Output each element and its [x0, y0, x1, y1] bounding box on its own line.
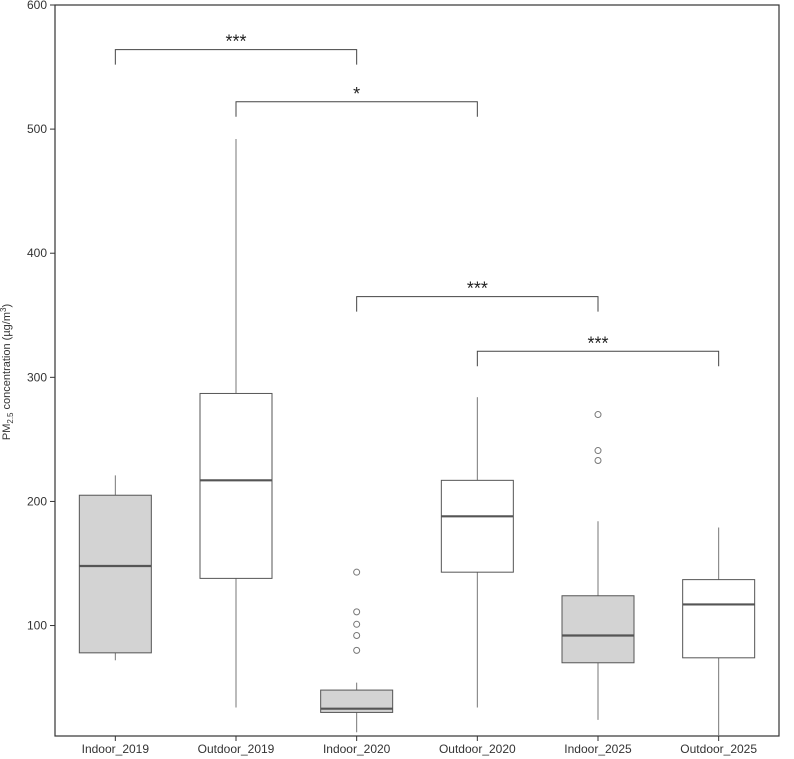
- iqr-box-Outdoor_2019: [199, 392, 273, 579]
- box-Outdoor_2025: [682, 527, 756, 736]
- sig-bracket-1: *: [235, 84, 478, 117]
- y-tick-label-100: 100: [27, 619, 47, 633]
- sig-bracket-line-1: [235, 101, 478, 117]
- iqr-box-Outdoor_2020: [440, 479, 514, 573]
- outlier-Indoor_2025-2: [594, 411, 602, 419]
- outlier-Indoor_2020-3: [353, 608, 361, 616]
- x-axis: Indoor_2019 Outdoor_2019 Indoor_2020 Outdoo…: [82, 736, 757, 756]
- box-Indoor_2019: [78, 475, 152, 661]
- sig-bracket-line-2: [356, 296, 599, 312]
- x-tick-label-Outdoor_2025: Outdoor_2025: [680, 742, 757, 756]
- outlier-Indoor_2025-0: [594, 456, 602, 464]
- ylabel-pm: PM: [1, 424, 13, 441]
- sig-label-1: *: [353, 84, 360, 104]
- x-tick-label-Indoor_2025: Indoor_2025: [564, 742, 632, 756]
- x-tick-label-Indoor_2019: Indoor_2019: [82, 742, 150, 756]
- outlier-Indoor_2020-4: [353, 568, 361, 576]
- y-tick-label-400: 400: [27, 246, 47, 260]
- ylabel-mid: concentration (µg/m: [1, 312, 13, 413]
- box-Outdoor_2020: [440, 397, 514, 708]
- sig-bracket-0: ***: [114, 32, 358, 65]
- x-tick-label-Indoor_2020: Indoor_2020: [323, 742, 391, 756]
- y-tick-label-500: 500: [27, 122, 47, 136]
- ylabel-sub: 2.5: [6, 412, 15, 424]
- iqr-box-Indoor_2019: [78, 494, 152, 654]
- sig-bracket-2: ***: [356, 279, 599, 312]
- sig-bracket-3: ***: [476, 333, 720, 367]
- outlier-Indoor_2020-1: [353, 631, 361, 639]
- ylabel-end: ): [1, 304, 13, 308]
- outlier-Indoor_2025-1: [594, 447, 602, 455]
- ylabel-sup: 3: [0, 307, 8, 312]
- y-tick-label-600: 600: [27, 0, 47, 12]
- y-tick-label-200: 200: [27, 494, 47, 508]
- sig-bracket-line-3: [476, 350, 720, 367]
- plot-frame: [54, 4, 780, 737]
- box-Indoor_2025: [561, 411, 635, 720]
- y-axis: 100 200 300 400 500 600: [27, 0, 55, 633]
- x-tick-label-Outdoor_2020: Outdoor_2020: [439, 742, 516, 756]
- significance-brackets: **********: [114, 32, 720, 367]
- sig-label-2: ***: [467, 279, 488, 299]
- outlier-Indoor_2020-0: [353, 646, 361, 654]
- y-tick-label-300: 300: [27, 370, 47, 384]
- box-Outdoor_2019: [199, 139, 273, 708]
- sig-label-0: ***: [225, 32, 246, 52]
- iqr-box-Outdoor_2025: [682, 579, 756, 659]
- outlier-Indoor_2020-2: [353, 620, 361, 628]
- iqr-box-Indoor_2020: [320, 689, 394, 713]
- box-Indoor_2020: [320, 568, 394, 733]
- iqr-box-Indoor_2025: [561, 595, 635, 664]
- sig-bracket-line-0: [114, 49, 358, 65]
- x-tick-label-Outdoor_2019: Outdoor_2019: [198, 742, 275, 756]
- sig-label-3: ***: [587, 333, 608, 353]
- y-axis-label: PM2.5 concentration (µg/m3): [0, 304, 15, 440]
- boxes: [78, 139, 756, 736]
